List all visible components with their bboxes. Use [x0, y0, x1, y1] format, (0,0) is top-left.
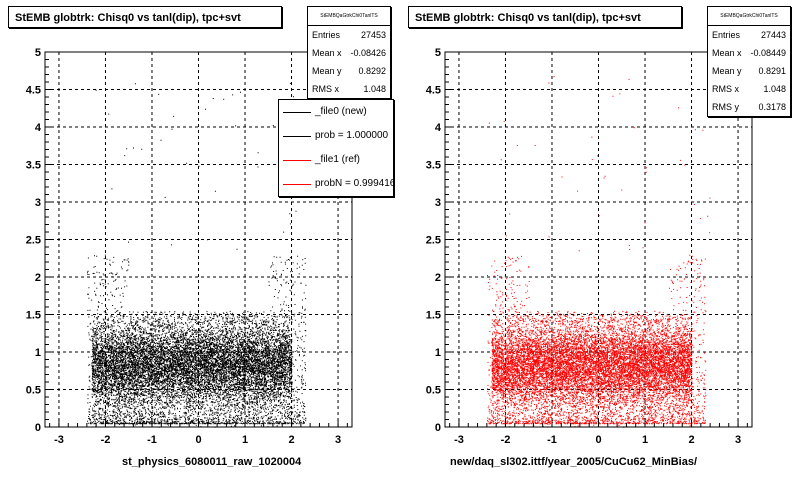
- x-tick-label: 2: [688, 434, 694, 446]
- y-tick-label: 2: [35, 272, 41, 284]
- x-tick-label: 0: [195, 434, 201, 446]
- legend-entry: _file0 (new): [279, 100, 393, 124]
- legend-swatch: [283, 184, 311, 185]
- right-stats-row: Mean y 0.8291: [712, 66, 786, 76]
- right-stats-row: RMS y 0.3178: [712, 102, 786, 112]
- right-x-axis-title: new/daq_sl302.ittf/year_2005/CuCu62_MinB…: [450, 456, 697, 468]
- x-tick-label: 1: [642, 434, 648, 446]
- x-tick-label: -2: [101, 434, 111, 446]
- y-tick-label: 4.5: [426, 85, 441, 97]
- right-title: StEMB globtrk: Chisq0 vs tanl(dip), tpc+…: [408, 6, 682, 28]
- x-tick-label: -1: [147, 434, 157, 446]
- y-tick-label: 3: [35, 197, 41, 209]
- legend-swatch: [283, 112, 311, 113]
- y-tick-label: 4.5: [26, 85, 41, 97]
- y-tick-label: 4: [35, 122, 42, 134]
- y-tick-label: 1: [35, 347, 41, 359]
- scatter-points: [86, 82, 309, 428]
- legend-entry: probN = 0.999416: [279, 172, 393, 196]
- y-tick-label: 0.5: [26, 385, 41, 397]
- left-stats-row: RMS x 1.048: [312, 84, 386, 94]
- y-tick-label: 0.5: [426, 385, 441, 397]
- legend-box: _file0 (new) prob = 1.000000 _file1 (ref…: [278, 99, 394, 197]
- left-title: StEMB globtrk: Chisq0 vs tanl(dip), tpc+…: [8, 6, 282, 28]
- x-tick-label: 1: [242, 434, 248, 446]
- y-tick-label: 1: [435, 347, 441, 359]
- y-tick-label: 2.5: [426, 235, 441, 247]
- left-stats-header: StEMBQaGtrkChi0TanlTS: [308, 7, 390, 26]
- right-stats-row: RMS x 1.048: [712, 84, 786, 94]
- legend-swatch: [283, 160, 311, 161]
- y-tick-label: 3.5: [26, 160, 41, 172]
- y-tick-label: 5: [35, 47, 41, 59]
- legend-swatch: [283, 136, 311, 137]
- x-tick-label: 3: [335, 434, 341, 446]
- y-tick-label: 3.5: [426, 160, 441, 172]
- y-tick-label: 0: [35, 422, 41, 434]
- y-tick-label: 3: [435, 197, 441, 209]
- left-stats-box: StEMBQaGtrkChi0TanlTS Entries 27453 Mean …: [307, 6, 391, 99]
- y-tick-label: 5: [435, 47, 441, 59]
- y-tick-label: 2: [435, 272, 441, 284]
- x-tick-label: -3: [54, 434, 64, 446]
- legend-entry: prob = 1.000000: [279, 124, 393, 148]
- x-tick-label: 3: [735, 434, 741, 446]
- right-stats-header: StEMBQaGtrkChi0TanlTS: [708, 7, 790, 26]
- right-stats-row: Entries 27443: [712, 30, 786, 40]
- left-stats-row: Mean x -0.08426: [312, 48, 386, 58]
- y-tick-label: 1.5: [426, 310, 441, 322]
- right-pad: 0 0.5 1 1.5 2 2.5 3 3.5 4 4.5 5 -3 -2 -1 0 1 2 3 StEMB gl…: [400, 0, 800, 480]
- x-tick-label: 0: [595, 434, 601, 446]
- right-scatter-plot: 0 0.5 1 1.5 2 2.5 3 3.5 4 4.5 5 -3 -2 -1 0 1 2 3: [426, 47, 753, 446]
- right-stats-box: StEMBQaGtrkChi0TanlTS Entries 27443 Mean …: [707, 6, 791, 117]
- scatter-points: [487, 76, 711, 428]
- left-stats-row: Entries 27453: [312, 30, 386, 40]
- x-tick-label: -2: [501, 434, 511, 446]
- x-tick-label: 2: [288, 434, 294, 446]
- y-tick-label: 2.5: [26, 235, 41, 247]
- x-tick-label: -3: [454, 434, 464, 446]
- left-stats-row: Mean y 0.8292: [312, 66, 386, 76]
- right-stats-row: Mean x -0.08449: [712, 48, 786, 58]
- x-tick-label: -1: [547, 434, 557, 446]
- legend-entry: _file1 (ref): [279, 148, 393, 172]
- y-tick-label: 0: [435, 422, 441, 434]
- left-x-axis-title: st_physics_6080011_raw_1020004: [122, 456, 302, 468]
- y-tick-label: 4: [435, 122, 442, 134]
- y-tick-label: 1.5: [26, 310, 41, 322]
- left-pad: 0 0.5 1 1.5 2 2.5 3 3.5 4 4.5 5 -3 -2 -1 0 1 2 3 StEMB gl…: [8, 6, 394, 468]
